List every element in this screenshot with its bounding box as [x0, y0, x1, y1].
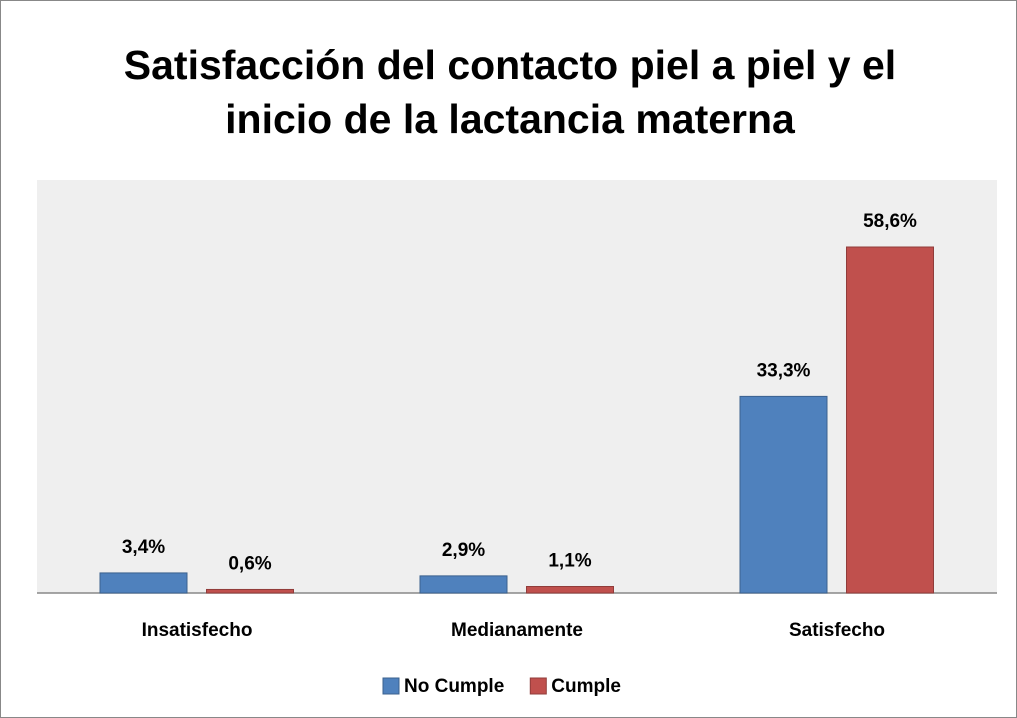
- legend-swatch: [382, 677, 400, 695]
- legend-label: No Cumple: [404, 676, 504, 697]
- bar: [99, 572, 188, 594]
- bar: [206, 588, 294, 594]
- bar: [846, 246, 934, 594]
- legend-swatch: [529, 677, 547, 695]
- data-label: 2,9%: [442, 540, 485, 561]
- data-label: 33,3%: [757, 360, 811, 381]
- x-tick-label: Medianamente: [451, 620, 583, 641]
- plot-area: [37, 180, 997, 593]
- x-tick-label: Insatisfecho: [142, 620, 253, 641]
- bar: [526, 586, 614, 594]
- bar: [419, 575, 508, 594]
- data-label: 3,4%: [122, 537, 165, 558]
- chart-title: Satisfacción del contacto piel a piel y …: [123, 42, 897, 142]
- x-tick-label: Satisfecho: [789, 620, 885, 641]
- data-label: 0,6%: [228, 553, 271, 574]
- legend-label: Cumple: [551, 676, 621, 697]
- data-label: 1,1%: [548, 551, 591, 572]
- bar: [739, 395, 828, 594]
- data-label: 58,6%: [863, 211, 917, 232]
